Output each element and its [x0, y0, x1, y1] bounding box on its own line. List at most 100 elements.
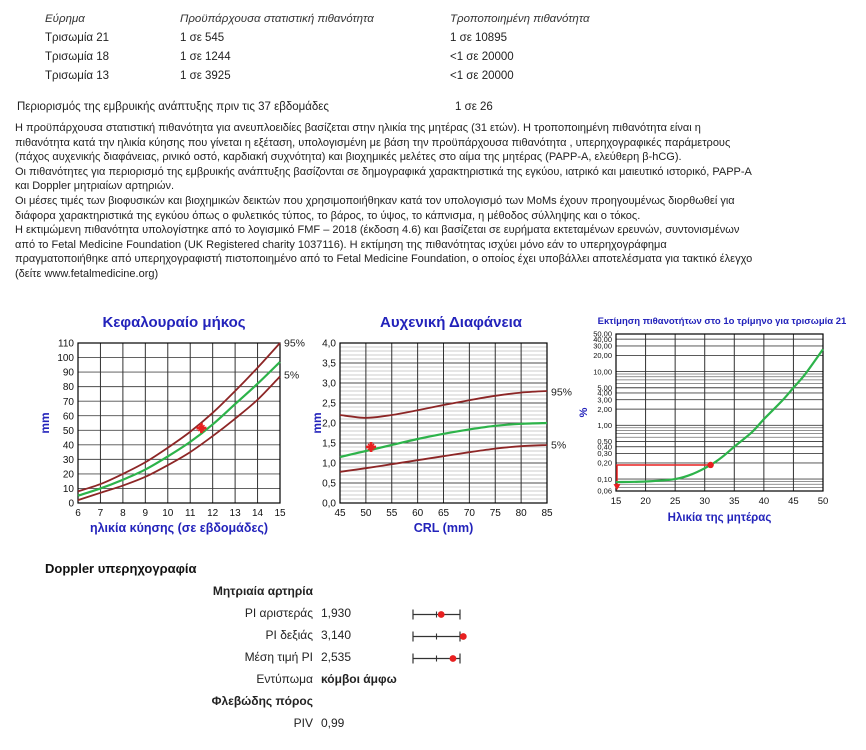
svg-text:75: 75 [490, 508, 502, 519]
measurement-label: PI δεξιάς [265, 628, 313, 642]
note-line: και Doppler μητριαίων αρτηριών. [15, 180, 175, 193]
crl-chart-title: Κεφαλουραίο μήκος [102, 314, 246, 331]
background-risk: 1 σε 3925 [180, 70, 231, 82]
measurement-value: 1,930 [321, 606, 352, 620]
svg-text:80: 80 [516, 508, 528, 519]
doppler-group: Μητριαία αρτηρία [15, 581, 635, 603]
svg-text:55: 55 [386, 508, 398, 519]
svg-text:70: 70 [63, 397, 75, 408]
svg-text:20,00: 20,00 [593, 351, 612, 360]
note-line: πιθανότητα κατά την ηλικία κύησης που γί… [15, 136, 731, 149]
t21-risk-chart: Εκτίμηση πιθανοτήτων στο 1ο τρίμηνο για … [578, 314, 866, 544]
svg-text:50,00: 50,00 [593, 330, 612, 339]
fgr-risk-line: Περιορισμός της εμβρυικής ανάπτυξης πριν… [17, 101, 493, 113]
range-indicator [412, 631, 467, 642]
note-line: Οι πιθανότητες για περιορισμό της εμβρυι… [15, 165, 752, 178]
svg-text:6: 6 [75, 508, 81, 519]
range-indicator [412, 609, 461, 620]
measurement-label: Εντύπωμα [256, 672, 313, 686]
svg-text:CRL (mm): CRL (mm) [414, 521, 474, 535]
measurement-value: κόμβοι άμφω [321, 672, 397, 686]
svg-text:15: 15 [611, 496, 622, 507]
doppler-row: Εντύπωμα κόμβοι άμφω [15, 669, 635, 691]
crl-chart-canvas: 6 7 8 9 10 11 12 13 14 15 0 10 20 30 40 50 60 70 80 90 100 11… [38, 338, 305, 536]
svg-text:95%: 95% [284, 338, 305, 350]
doppler-row: PIV 0,99 [15, 713, 635, 735]
svg-text:0,06: 0,06 [597, 487, 612, 496]
background-risk: 1 σε 1244 [180, 51, 231, 63]
svg-text:30: 30 [699, 496, 710, 507]
svg-text:65: 65 [438, 508, 450, 519]
note-line: πραγματοποιήθηκε από υπερηχογραφιστή πισ… [15, 253, 753, 266]
svg-text:0,5: 0,5 [322, 479, 336, 490]
svg-text:3,5: 3,5 [322, 359, 336, 370]
doppler-section-title: Doppler υπερηχογραφία [45, 561, 197, 576]
svg-text:2,00: 2,00 [597, 405, 612, 414]
finding: Τρισωμία 18 [45, 51, 110, 63]
svg-text:80: 80 [63, 382, 75, 393]
svg-text:30,00: 30,00 [593, 342, 612, 351]
svg-text:1,0: 1,0 [322, 459, 336, 470]
svg-text:0,20: 0,20 [597, 459, 612, 468]
crl-chart: Κεφαλουραίο μήκος 6 7 8 9 10 11 12 13 14 15 0 10 20 3… [38, 314, 310, 540]
doppler-group: Φλεβώδης πόρος [15, 691, 635, 713]
note-line: διάφορα χαρακτηριστικά της εγκύου όπως ο… [15, 209, 641, 222]
svg-text:7: 7 [98, 508, 104, 519]
svg-text:4,00: 4,00 [597, 389, 612, 398]
svg-text:10,00: 10,00 [593, 367, 612, 376]
svg-text:40: 40 [63, 440, 75, 451]
adjusted-risk: 1 σε 10895 [450, 32, 507, 44]
svg-text:0,30: 0,30 [597, 449, 612, 458]
svg-text:5%: 5% [551, 440, 566, 452]
note-line: Η εκτιμώμενη πιθανότητα υπολογίστηκε από… [15, 224, 740, 237]
nt-chart-canvas: 45 50 55 60 65 70 75 80 85 0,0 0,5 1,0 1,5 2,0 2,5 3,0 3… [313, 339, 572, 535]
svg-text:2,0: 2,0 [322, 419, 336, 430]
svg-text:50: 50 [63, 426, 75, 437]
risk-table: Εύρημα Προϋπάρχουσα στατιστική πιθανότητ… [45, 13, 590, 89]
svg-text:60: 60 [63, 411, 75, 422]
note-line: Η προϋπάρχουσα στατιστική πιθανότητα για… [15, 122, 701, 134]
measurement-value: 3,140 [321, 628, 352, 642]
svg-text:12: 12 [207, 508, 219, 519]
svg-text:0,40: 0,40 [597, 442, 612, 451]
svg-text:mm: mm [313, 412, 324, 433]
doppler-row: PI αριστεράς 1,930 [15, 603, 635, 625]
table-row: Τρισωμία 21 1 σε 545 1 σε 10895 [45, 32, 590, 51]
risk-table-header: Εύρημα Προϋπάρχουσα στατιστική πιθανότητ… [45, 13, 590, 32]
svg-text:13: 13 [230, 508, 242, 519]
doppler-row: Μέση τιμή PI 2,535 [15, 647, 635, 669]
col-finding: Εύρημα [45, 13, 85, 25]
table-row: Τρισωμία 18 1 σε 1244 <1 σε 20000 [45, 51, 590, 70]
svg-text:35: 35 [729, 496, 740, 507]
svg-text:9: 9 [143, 508, 149, 519]
svg-text:85: 85 [541, 508, 553, 519]
adjusted-risk: <1 σε 20000 [450, 70, 514, 82]
finding: Τρισωμία 21 [45, 32, 110, 44]
svg-text:11: 11 [185, 508, 196, 519]
svg-text:45: 45 [788, 496, 799, 507]
svg-text:15: 15 [274, 508, 286, 519]
measurement-label: Μέση τιμή PI [244, 650, 313, 664]
measurement-label: PIV [293, 716, 313, 730]
range-indicator [412, 653, 461, 664]
doppler-row: PI δεξιάς 3,140 [15, 625, 635, 647]
svg-text:14: 14 [252, 508, 264, 519]
svg-text:5,00: 5,00 [597, 383, 612, 392]
svg-text:45: 45 [334, 508, 346, 519]
svg-text:3,0: 3,0 [322, 379, 336, 390]
col-background-risk: Προϋπάρχουσα στατιστική πιθανότητα [180, 13, 374, 25]
svg-text:2,5: 2,5 [322, 399, 336, 410]
svg-text:30: 30 [63, 455, 75, 466]
note-line: από το Fetal Medicine Foundation (UK Reg… [15, 238, 667, 251]
svg-text:5%: 5% [284, 370, 299, 382]
svg-text:10: 10 [162, 508, 174, 519]
svg-text:0,0: 0,0 [322, 499, 336, 510]
svg-text:10: 10 [63, 484, 75, 495]
svg-text:100: 100 [57, 353, 74, 364]
svg-text:50: 50 [818, 496, 829, 507]
svg-text:3,00: 3,00 [597, 395, 612, 404]
note-line: (δείτε www.fetalmedicine.org) [15, 267, 159, 280]
svg-text:0: 0 [68, 499, 74, 510]
svg-text:ηλικία κύησης (σε εβδομάδες): ηλικία κύησης (σε εβδομάδες) [90, 521, 268, 535]
